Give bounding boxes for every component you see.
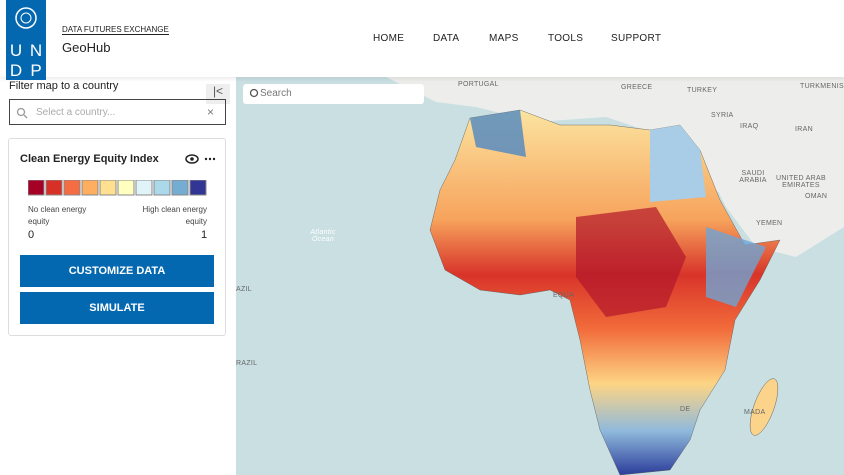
nav-link[interactable]: MAPS <box>489 33 519 44</box>
nav-link[interactable]: HOME <box>373 33 405 44</box>
map-label: PORTUGAL <box>458 81 499 88</box>
nav-link[interactable]: SUPPORT <box>611 33 662 44</box>
nav-link[interactable]: DATA <box>433 33 460 44</box>
map-label: TURKEY <box>687 87 718 94</box>
clear-button[interactable]: × <box>207 105 215 119</box>
layer-title: Clean Energy Equity Index <box>20 153 159 165</box>
map-label: AZIL <box>236 286 252 293</box>
map-label: SYRIA <box>711 112 734 119</box>
map-label: Atlantic Ocean <box>310 229 336 243</box>
legend-ramp <box>28 180 207 196</box>
filter-label: Filter map to a country <box>9 80 119 92</box>
map-label: OMAN <box>805 193 828 200</box>
map-label: RAZIL <box>236 360 258 367</box>
map-label: GREECE <box>621 84 653 91</box>
map-search[interactable]: Search <box>260 88 292 99</box>
map-label: TURKMENIST <box>800 83 844 90</box>
logo[interactable]: U N D P <box>6 0 46 80</box>
layer-icons[interactable] <box>185 153 221 165</box>
legend-min: 0 <box>28 229 35 241</box>
search-icon <box>16 107 28 119</box>
legend-max: 1 <box>201 229 208 241</box>
country-select[interactable]: Select a country... × <box>9 99 226 125</box>
map-label: YEMEN <box>756 220 783 227</box>
logo-letter: U <box>9 41 23 60</box>
logo-letter: P <box>30 61 42 80</box>
customize-button[interactable]: CUSTOMIZE DATA <box>20 255 214 287</box>
map-label: IRAQ <box>740 123 759 130</box>
logo-letter: N <box>29 41 43 60</box>
legend-low: No clean energy equity <box>28 205 87 226</box>
simulate-button[interactable]: SIMULATE <box>20 292 214 324</box>
nav-link[interactable]: TOOLS <box>548 33 584 44</box>
overline: DATA FUTURES EXCHANGE <box>62 25 169 35</box>
legend-high: High clean energy equity <box>142 205 207 226</box>
map-label: DE <box>680 406 691 413</box>
map-label: SAUDI ARABIA <box>739 170 767 184</box>
site-title[interactable]: GeoHub <box>62 40 111 55</box>
select-placeholder: Select a country... <box>36 107 116 118</box>
map[interactable] <box>236 77 844 475</box>
map-label: MADA <box>744 409 766 416</box>
map-label: EQUA <box>553 292 575 299</box>
logo-letter: D <box>9 61 23 80</box>
emblem <box>15 7 37 29</box>
map-label: IRAN <box>795 126 813 133</box>
layer-panel: Clean Energy Equity Index No clean energ… <box>8 138 226 336</box>
header: U N D P DATA FUTURES EXCHANGE GeoHub HOM… <box>0 0 844 80</box>
map-label: UNITED ARAB EMIRATES <box>776 175 826 189</box>
